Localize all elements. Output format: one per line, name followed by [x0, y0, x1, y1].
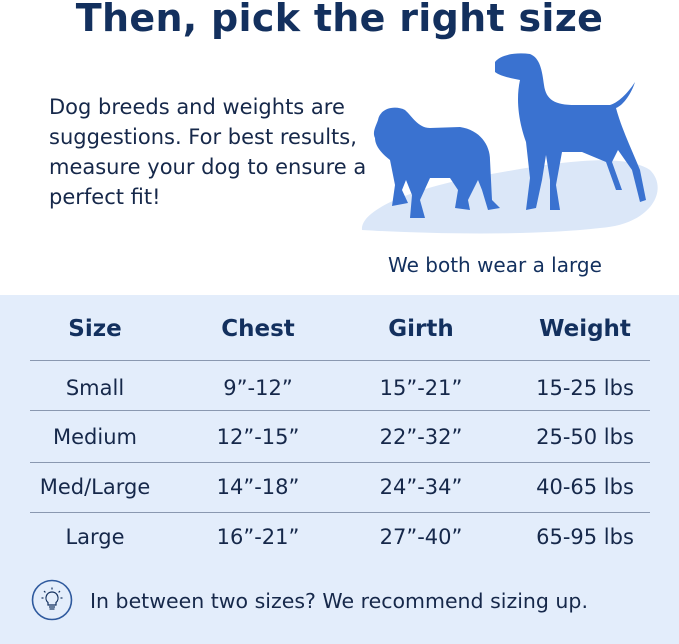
header-size: Size — [68, 316, 122, 342]
pointer-dog-silhouette — [495, 53, 646, 210]
cell-chest: 16”-21” — [216, 525, 300, 549]
cell-weight: 65-95 lbs — [536, 525, 634, 549]
dogs-caption: We both wear a large — [388, 253, 602, 277]
divider — [30, 410, 650, 411]
size-chart-panel — [0, 295, 679, 644]
cell-weight: 40-65 lbs — [536, 475, 634, 499]
dogs-illustration — [361, 53, 658, 234]
cell-girth: 27”-40” — [379, 525, 463, 549]
page-title: Then, pick the right size — [75, 0, 604, 40]
header-chest: Chest — [221, 316, 295, 342]
header-girth: Girth — [388, 316, 454, 342]
cell-chest: 12”-15” — [216, 425, 300, 449]
cell-size: Medium — [53, 425, 137, 449]
cell-weight: 15-25 lbs — [536, 376, 634, 400]
sizing-tip: In between two sizes? We recommend sizin… — [90, 589, 588, 613]
cell-size: Med/Large — [39, 475, 151, 499]
divider — [30, 360, 650, 361]
ground-shadow — [361, 160, 658, 234]
cell-weight: 25-50 lbs — [536, 425, 634, 449]
intro-text: Dog breeds and weights are suggestions. … — [49, 95, 367, 209]
cell-chest: 9”-12” — [223, 376, 293, 400]
header-weight: Weight — [539, 316, 631, 342]
cell-size: Small — [65, 376, 125, 400]
cell-girth: 22”-32” — [379, 425, 463, 449]
divider — [30, 462, 650, 463]
cell-girth: 15”-21” — [379, 376, 463, 400]
bulldog-silhouette — [373, 107, 500, 218]
divider — [30, 512, 650, 513]
cell-girth: 24”-34” — [379, 475, 463, 499]
lightbulb-icon — [31, 579, 73, 621]
cell-chest: 14”-18” — [216, 475, 300, 499]
cell-size: Large — [65, 525, 125, 549]
